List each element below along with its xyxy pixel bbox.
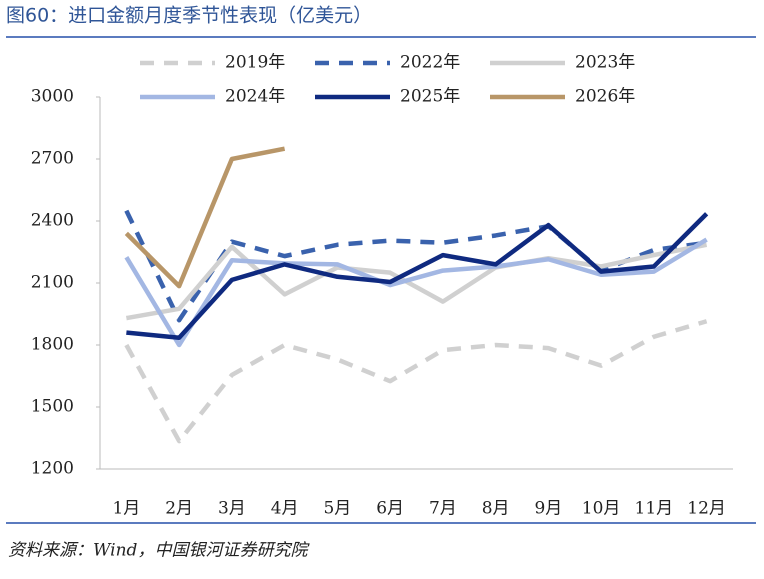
legend-label: 2019年 [225, 53, 285, 73]
legend-label: 2022年 [400, 53, 460, 73]
x-tick-label: 11月 [635, 499, 674, 519]
y-tick-label: 1500 [31, 397, 74, 417]
chart-title: 图60：进口金额月度季节性表现（亿美元） [6, 5, 372, 27]
y-tick-label: 3000 [31, 87, 74, 107]
x-tick-label: 4月 [271, 499, 299, 519]
series-line [124, 319, 708, 444]
series-line [125, 242, 708, 321]
legend-label: 2025年 [400, 87, 460, 107]
y-tick-label: 1200 [31, 459, 74, 479]
x-tick-label: 12月 [687, 499, 726, 519]
y-tick-label: 1800 [31, 335, 74, 355]
x-tick-label: 6月 [376, 499, 404, 519]
x-tick-label: 10月 [582, 499, 621, 519]
source-note: 资料来源：Wind，中国银河证券研究院 [8, 541, 310, 561]
legend-label: 2023年 [575, 53, 635, 73]
y-tick-label: 2400 [31, 211, 74, 231]
x-tick-label: 8月 [482, 499, 510, 519]
y-tick-label: 2100 [31, 273, 74, 293]
x-tick-label: 9月 [534, 499, 562, 519]
x-tick-label: 1月 [112, 499, 140, 519]
series-line [124, 237, 708, 348]
series-line [126, 212, 709, 341]
x-tick-label: 5月 [323, 499, 351, 519]
y-tick-label: 2700 [31, 149, 74, 169]
legend-label: 2024年 [225, 87, 285, 107]
x-tick-label: 3月 [218, 499, 246, 519]
x-tick-label: 2月 [165, 499, 193, 519]
series-line [124, 146, 286, 289]
legend-label: 2026年 [575, 87, 635, 107]
x-tick-label: 7月 [429, 499, 457, 519]
